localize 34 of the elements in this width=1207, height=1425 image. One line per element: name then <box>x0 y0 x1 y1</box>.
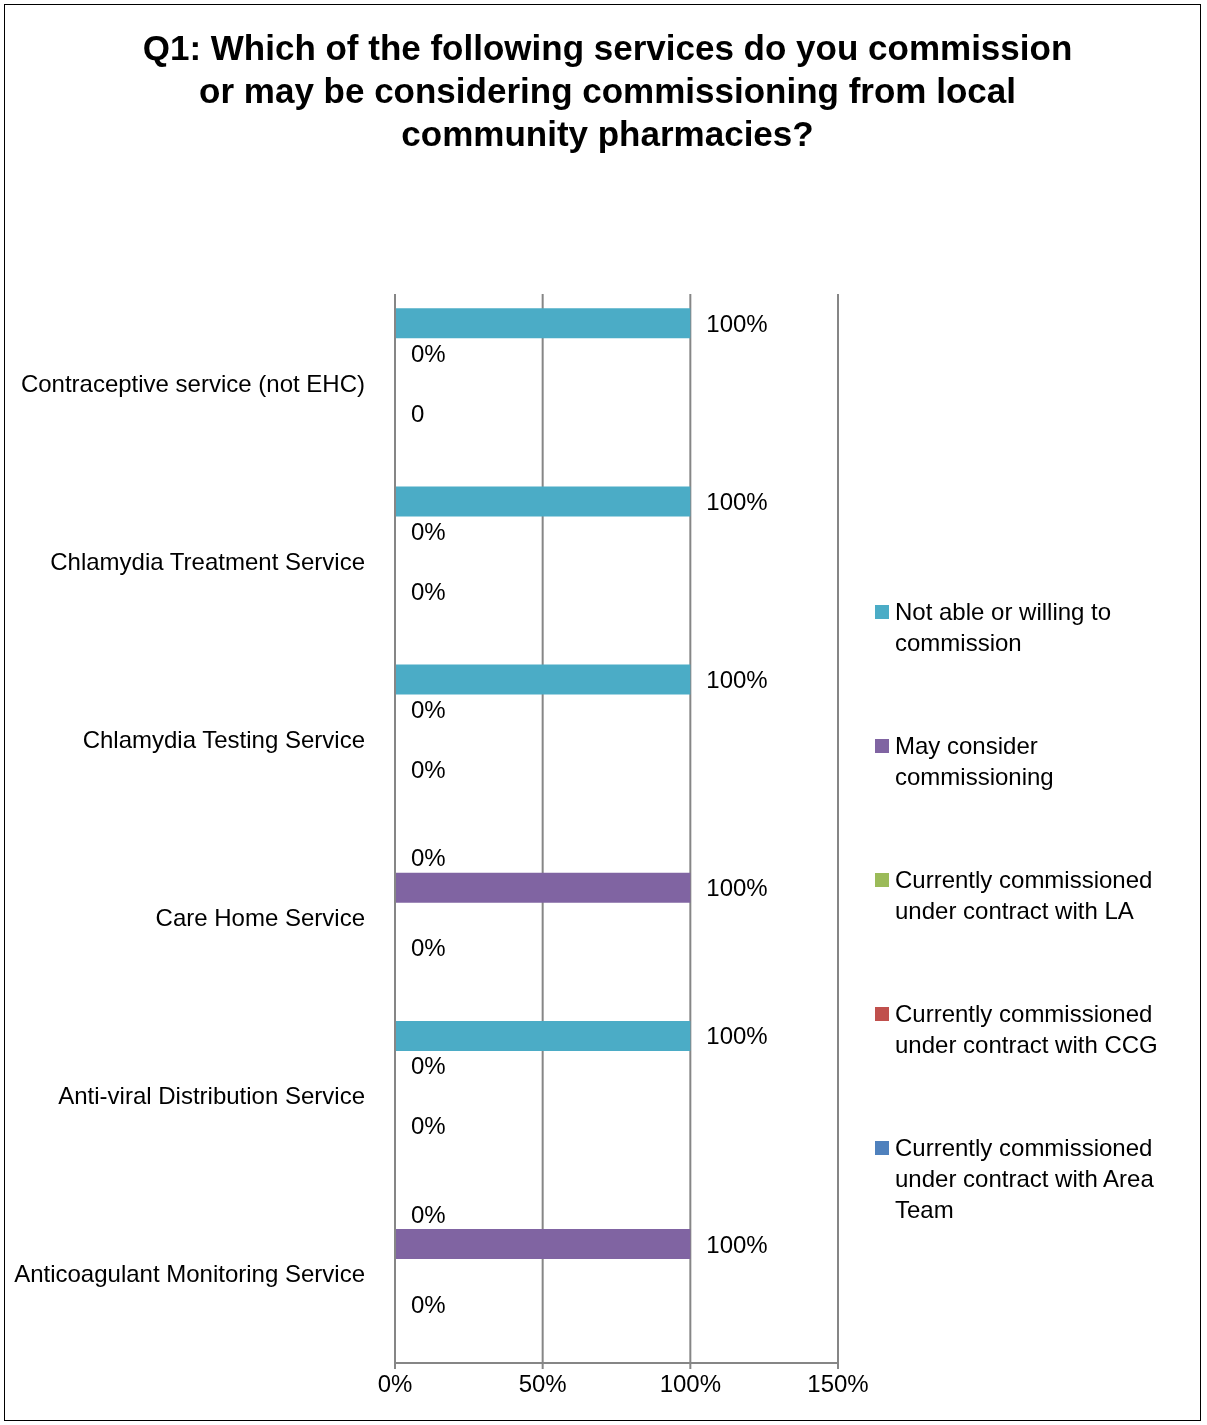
legend-label: May consider commissioning <box>895 731 1055 792</box>
y-tick-label: Contraceptive service (not EHC) <box>20 369 365 397</box>
data-label: 0% <box>411 1200 446 1228</box>
data-label: 100% <box>706 874 768 902</box>
data-label: 0% <box>411 339 446 367</box>
y-tick-label: Anti-viral Distribution Service <box>58 1082 365 1110</box>
y-tick-label: Care Home Service <box>155 904 365 932</box>
legend-label: Currently commissioned under contract with LA <box>895 865 1154 926</box>
legend-label: Currently commissioned under contract with Area Team <box>895 1133 1155 1225</box>
data-label: 100% <box>706 666 768 694</box>
data-label: 0% <box>411 696 446 724</box>
y-tick-label: Chlamydia Treatment Service <box>50 547 365 575</box>
data-label: 0% <box>411 1112 446 1140</box>
data-label: 0% <box>411 844 446 872</box>
x-tick-label: 150% <box>807 1370 869 1398</box>
x-tick-label: 50% <box>518 1370 567 1398</box>
chart-title: Q1: Which of the following services do you commission or may be considering commissioning from local community pharmacies? <box>141 27 1074 155</box>
data-label: 0% <box>411 517 446 545</box>
legend-label: Not able or willing to commission <box>895 597 1113 658</box>
data-label: 0% <box>411 1290 446 1318</box>
data-label: 0% <box>411 1052 446 1080</box>
data-label: 0% <box>411 756 446 784</box>
data-label: 100% <box>706 1022 768 1050</box>
data-label: 0% <box>411 934 446 962</box>
data-label: 0% <box>411 577 446 605</box>
data-label: 100% <box>706 1230 768 1258</box>
x-tick-label: 0% <box>377 1370 413 1398</box>
legend-label: Currently commissioned under contract with CCG <box>895 999 1159 1060</box>
data-label: 100% <box>706 309 768 337</box>
data-label: 0 <box>411 399 425 427</box>
data-label: 100% <box>706 487 768 515</box>
y-tick-label: Chlamydia Testing Service <box>82 725 365 753</box>
y-tick-label: Anticoagulant Monitoring Service <box>14 1260 365 1288</box>
x-tick-label: 100% <box>659 1370 722 1398</box>
